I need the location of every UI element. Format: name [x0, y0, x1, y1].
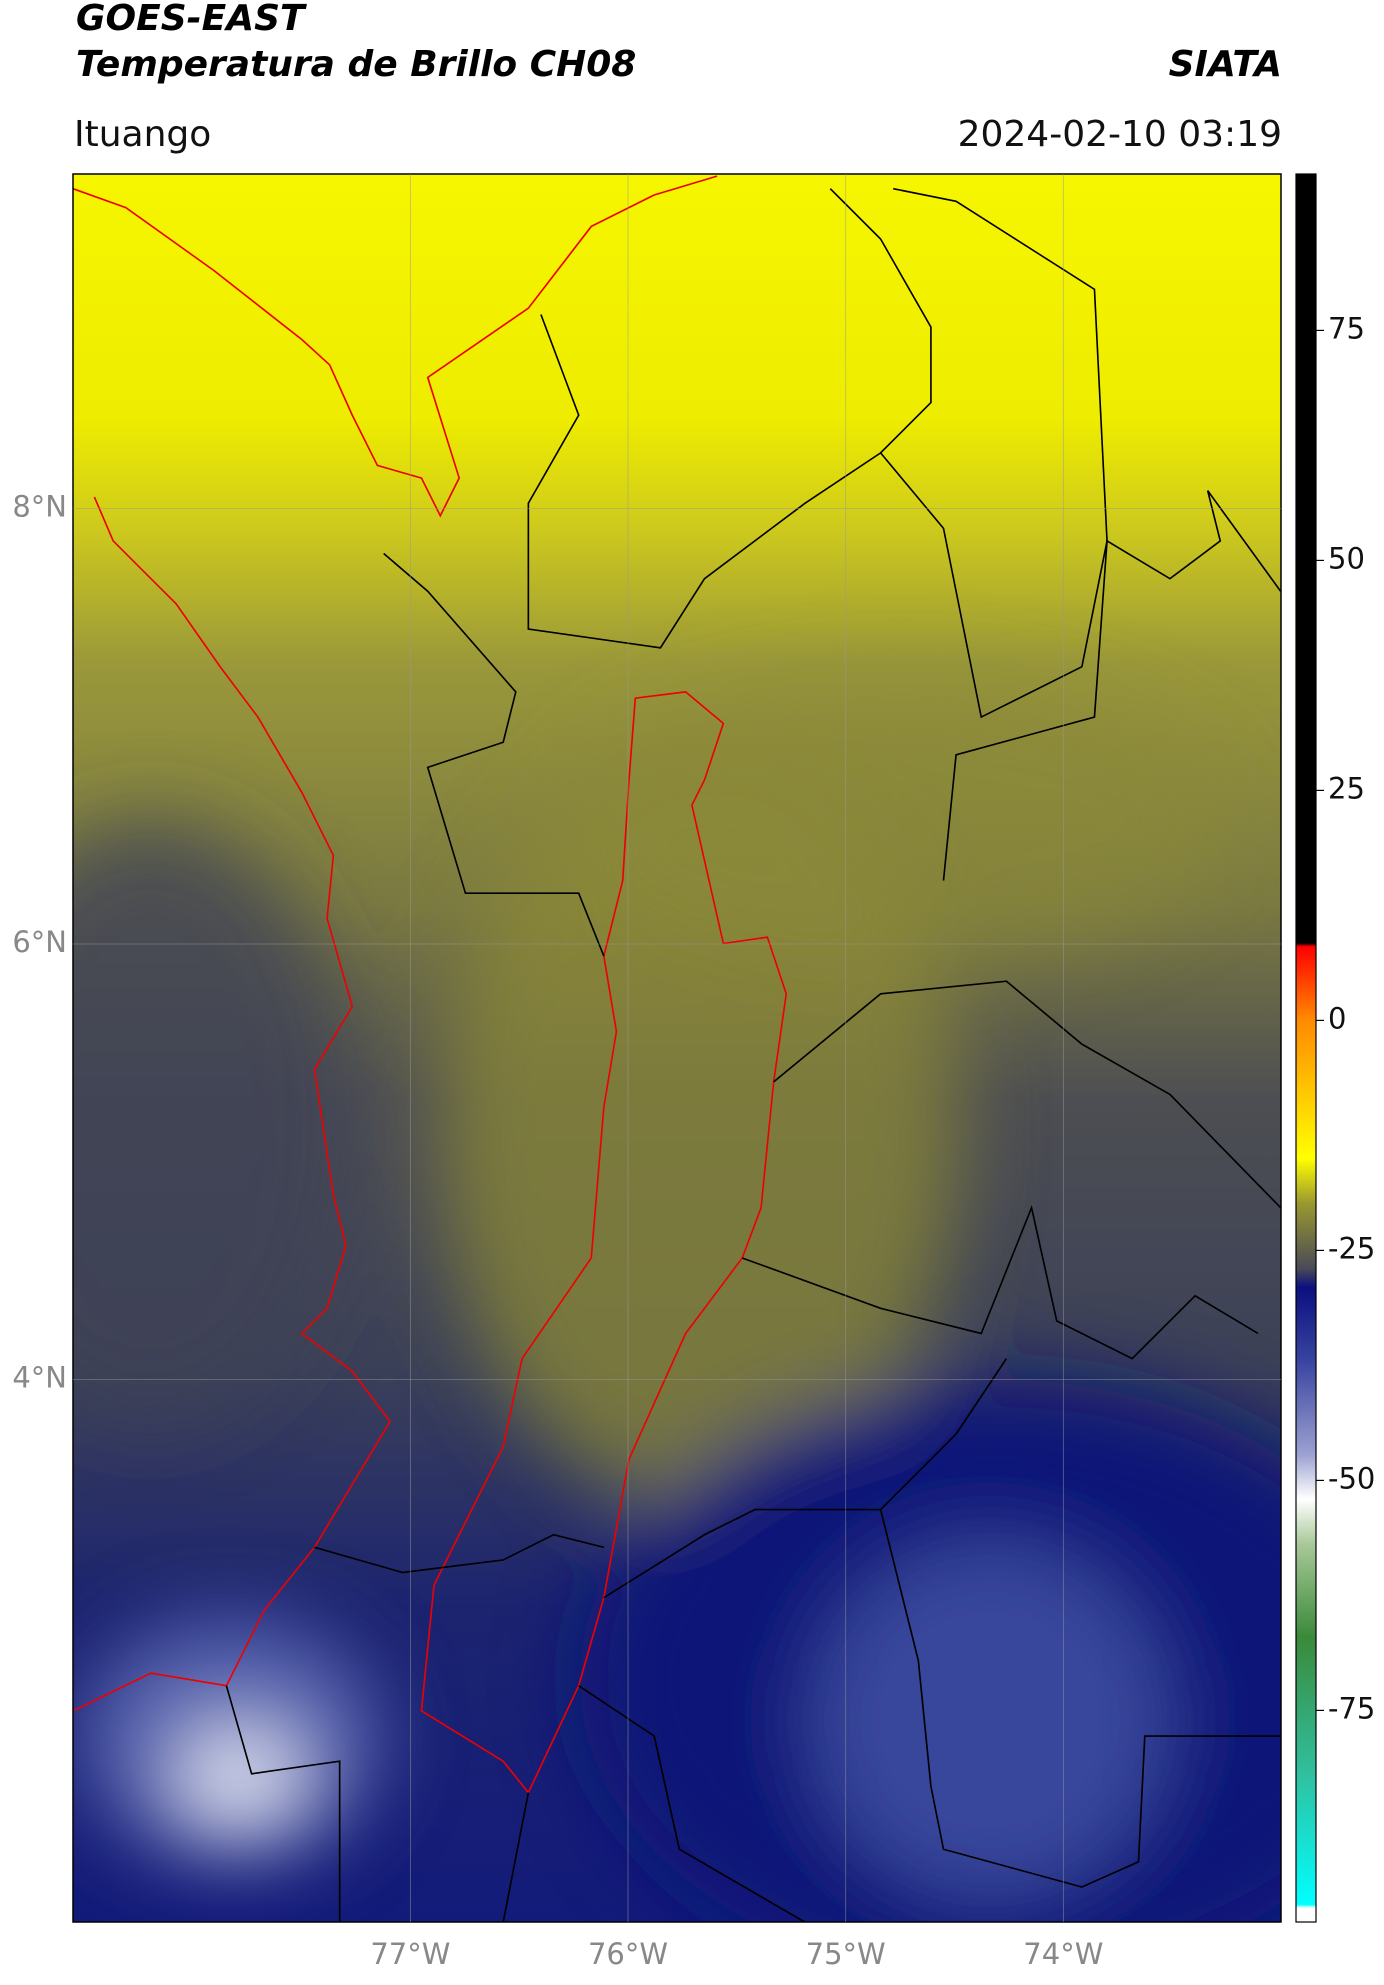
colorbar-tick-label: 75	[1328, 311, 1365, 345]
map-frame	[72, 173, 1282, 1923]
colorbar-tick-label: -50	[1328, 1461, 1375, 1495]
y-tick-label: 8°N	[12, 489, 67, 523]
y-tick-label: 6°N	[12, 925, 67, 959]
source: SIATA	[1169, 44, 1282, 85]
region: Ituango	[74, 114, 211, 155]
colorbar	[1295, 173, 1317, 1923]
subtitle: Temperatura de Brillo CH08	[76, 44, 636, 85]
title: GOES-EAST	[76, 0, 307, 39]
colorbar-tick-label: 50	[1328, 541, 1365, 575]
colorbar-tick-label: -25	[1328, 1231, 1375, 1265]
colorbar-tick-label: 25	[1328, 771, 1365, 805]
y-tick-label: 4°N	[12, 1361, 67, 1395]
timestamp: 2024-02-10 03:19	[958, 114, 1282, 155]
colorbar-tick-label: -75	[1328, 1691, 1375, 1725]
x-tick-label: 76°W	[588, 1937, 668, 1971]
x-tick-label: 77°W	[370, 1937, 450, 1971]
x-tick-label: 75°W	[806, 1937, 886, 1971]
x-tick-label: 74°W	[1023, 1937, 1103, 1971]
map-raster	[73, 174, 1281, 1922]
colorbar-tick-label: 0	[1328, 1001, 1346, 1035]
